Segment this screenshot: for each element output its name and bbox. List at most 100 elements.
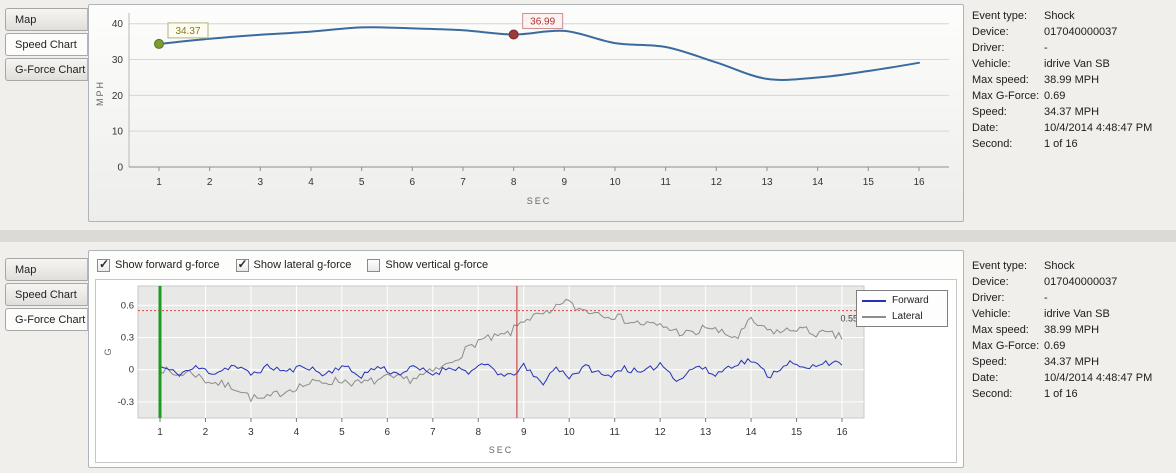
lateral-gforce-checkbox[interactable] [235, 258, 249, 272]
svg-text:8: 8 [511, 177, 517, 188]
info-label: Max speed: [972, 324, 1029, 336]
svg-text:11: 11 [660, 177, 671, 188]
info-row-date: Date: 10/4/2014 4:48:47 PM [972, 120, 1174, 136]
svg-text:20: 20 [112, 91, 124, 102]
svg-text:36.99: 36.99 [530, 17, 555, 28]
svg-text:0.55: 0.55 [840, 314, 858, 324]
info-value: 1 of 16 [1044, 388, 1078, 400]
svg-text:16: 16 [913, 177, 925, 188]
svg-text:30: 30 [112, 55, 124, 66]
info-row-vehicle: Vehicle: idrive Van SB [972, 306, 1174, 322]
info-row-second: Second: 1 of 16 [972, 386, 1174, 402]
info-row-date: Date: 10/4/2014 4:48:47 PM [972, 370, 1174, 386]
info-label: Driver: [972, 292, 1005, 304]
info-label: Speed: [972, 106, 1007, 118]
legend-forward-label: Forward [892, 295, 929, 306]
speed-chart-box[interactable]: 0 10 20 30 40 1 2 3 4 5 6 7 8 9 10 11 12 13 14 15 16 SEC MPH 34… [88, 4, 964, 222]
legend-item-lateral: Lateral [862, 311, 942, 322]
info-value: 38.99 MPH [1044, 324, 1100, 336]
svg-text:10: 10 [564, 427, 576, 438]
info-label: Event type: [972, 260, 1028, 272]
svg-text:16: 16 [836, 427, 848, 438]
svg-text:1: 1 [157, 427, 163, 438]
forward-gforce-checkbox[interactable] [97, 258, 110, 272]
info-label: Driver: [972, 42, 1005, 54]
info-value: - [1044, 42, 1048, 54]
svg-text:G: G [103, 348, 113, 355]
svg-text:34.37: 34.37 [175, 26, 200, 37]
svg-text:1: 1 [156, 177, 162, 188]
gforce-panel: Map Speed Chart G-Force Chart Show forwa… [0, 242, 1176, 473]
info-value: 34.37 MPH [1044, 356, 1100, 368]
svg-text:SEC: SEC [489, 445, 514, 455]
speed-panel-tab-list: Map Speed Chart G-Force Chart [5, 8, 88, 83]
svg-text:40: 40 [112, 19, 124, 30]
info-label: Date: [972, 122, 999, 134]
info-row-device: Device: 017040000037 [972, 274, 1174, 290]
vertical-gforce-checkbox-label: Show vertical g-force [385, 259, 489, 271]
svg-text:-0.3: -0.3 [118, 397, 134, 408]
info-value: Shock [1044, 260, 1075, 272]
tab-gforce-chart[interactable]: G-Force Chart [5, 58, 88, 81]
info-label: Device: [972, 276, 1009, 288]
event-info-panel-top: Event type: Shock Device: 017040000037 Dri… [972, 8, 1174, 152]
checkbox-show-vertical-gforce[interactable]: Show vertical g-force [367, 258, 489, 272]
info-row-event-type: Event type: Shock [972, 8, 1174, 24]
svg-text:8: 8 [475, 427, 481, 438]
gforce-chart-svg[interactable]: -0.300.30.60.551 2 3 4 5 6 7 8 9 10 11 12 13 14 15 16SE… [96, 280, 954, 460]
info-row-driver: Driver: - [972, 40, 1174, 56]
info-value: Shock [1044, 10, 1075, 22]
tab-map[interactable]: Map [5, 258, 88, 281]
info-label: Max speed: [972, 74, 1029, 86]
checkbox-show-lateral-gforce[interactable]: Show lateral g-force [235, 258, 351, 272]
svg-text:11: 11 [609, 427, 620, 438]
gforce-chart-area[interactable]: -0.3 0 0.3 0.6 0.55 1 2 3 4 5 6 7 8 9 10 11 12 13 14 15 16 SE… [95, 279, 957, 463]
gforce-main-box: Show forward g-force Show lateral g-forc… [88, 250, 964, 468]
info-value: 1 of 16 [1044, 138, 1078, 150]
info-value: 0.69 [1044, 90, 1066, 102]
legend-forward-line-swatch [862, 299, 886, 302]
svg-text:9: 9 [562, 177, 568, 188]
tab-speed-chart[interactable]: Speed Chart [5, 283, 88, 306]
svg-text:15: 15 [863, 177, 875, 188]
info-row-speed: Speed: 34.37 MPH [972, 354, 1174, 370]
info-value: 10/4/2014 4:48:47 PM [1044, 372, 1153, 384]
svg-text:14: 14 [746, 427, 758, 438]
svg-text:13: 13 [700, 427, 712, 438]
info-label: Vehicle: [972, 58, 1011, 70]
svg-text:10: 10 [112, 127, 124, 138]
svg-text:13: 13 [761, 177, 773, 188]
svg-text:0.3: 0.3 [121, 333, 134, 344]
info-row-max-gforce: Max G-Force: 0.69 [972, 338, 1174, 354]
tab-speed-chart[interactable]: Speed Chart [5, 33, 88, 56]
info-value: 10/4/2014 4:48:47 PM [1044, 122, 1153, 134]
info-value: 017040000037 [1044, 26, 1118, 38]
svg-text:4: 4 [308, 177, 314, 188]
svg-text:9: 9 [521, 427, 527, 438]
svg-text:MPH: MPH [95, 80, 105, 106]
event-info-panel-bottom: Event type: Shock Device: 017040000037 Dri… [972, 258, 1174, 402]
tab-gforce-chart[interactable]: G-Force Chart [5, 308, 88, 331]
info-value: 017040000037 [1044, 276, 1118, 288]
svg-text:0: 0 [129, 365, 134, 376]
svg-text:2: 2 [207, 177, 213, 188]
legend-item-forward: Forward [862, 295, 942, 306]
info-value: 34.37 MPH [1044, 106, 1100, 118]
tab-map[interactable]: Map [5, 8, 88, 31]
info-label: Speed: [972, 356, 1007, 368]
chart-legend: Forward Lateral [856, 290, 948, 327]
info-label: Max G-Force: [972, 90, 1040, 102]
info-value: - [1044, 292, 1048, 304]
svg-text:12: 12 [655, 427, 667, 438]
svg-text:14: 14 [812, 177, 824, 188]
gforce-checkbox-row: Show forward g-force Show lateral g-forc… [97, 257, 488, 273]
svg-text:6: 6 [385, 427, 391, 438]
vertical-gforce-checkbox[interactable] [367, 258, 381, 272]
svg-text:7: 7 [460, 177, 466, 188]
info-row-max-speed: Max speed: 38.99 MPH [972, 322, 1174, 338]
checkbox-show-forward-gforce[interactable]: Show forward g-force [97, 258, 220, 272]
info-value: 38.99 MPH [1044, 74, 1100, 86]
info-row-speed: Speed: 34.37 MPH [972, 104, 1174, 120]
forward-gforce-checkbox-label: Show forward g-force [115, 259, 220, 271]
